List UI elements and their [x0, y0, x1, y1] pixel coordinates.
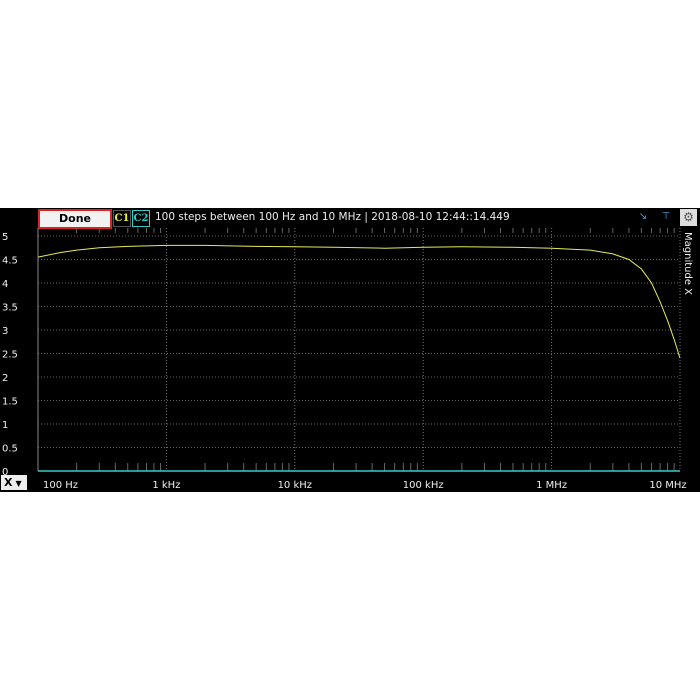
dropdown-arrow-icon: ▼ [15, 479, 22, 488]
x-tick-label: 100 kHz [403, 480, 444, 491]
done-button[interactable]: Done [38, 209, 112, 229]
settings-gear-icon[interactable]: ⚙ [680, 209, 697, 226]
y-tick-label: 2.5 [2, 350, 18, 361]
y-tick-label: 1.5 [2, 397, 18, 408]
y-tick-label: 0.5 [2, 444, 18, 455]
x-tick-label: 100 Hz [43, 480, 78, 491]
chart: 5 4.5 4 3.5 3 2.5 2 1.5 1 0.5 0 100 Hz 1 kHz 10 kHz 10… [2, 228, 687, 491]
x-axis-selector[interactable]: X ▼ [1, 475, 27, 490]
y-tick-label: 4.5 [2, 256, 18, 267]
y-tick-label: 5 [2, 232, 8, 243]
cursor-marker-icon[interactable]: ↘ [638, 211, 648, 222]
level-marker-icon[interactable]: ⊤ [661, 211, 671, 222]
toolbar: Done C1 C2 100 steps between 100 Hz and … [0, 208, 700, 229]
y-tick-label: 3 [2, 326, 8, 337]
x-tick-label: 1 kHz [152, 480, 180, 491]
y-tick-label: 4 [2, 279, 8, 290]
series-line-c1 [37, 244, 681, 359]
x-tick-label: 1 MHz [536, 480, 567, 491]
sweep-info: 100 steps between 100 Hz and 10 MHz | 20… [155, 211, 510, 223]
y-tick-label: 2 [2, 373, 8, 384]
plot-panel: Done C1 C2 100 steps between 100 Hz and … [0, 208, 700, 492]
channel-c1-toggle[interactable]: C1 [113, 210, 131, 227]
x-selector-label: X [4, 476, 13, 489]
y-tick-label: 3.5 [2, 303, 18, 314]
channel-c2-toggle[interactable]: C2 [132, 210, 150, 227]
y-tick-label: 1 [2, 420, 8, 431]
y-axis-label: Magnitude X [682, 232, 693, 296]
y-tick-label: 0 [2, 467, 8, 478]
x-tick-label: 10 kHz [278, 480, 312, 491]
x-tick-label: 10 MHz [649, 480, 686, 491]
